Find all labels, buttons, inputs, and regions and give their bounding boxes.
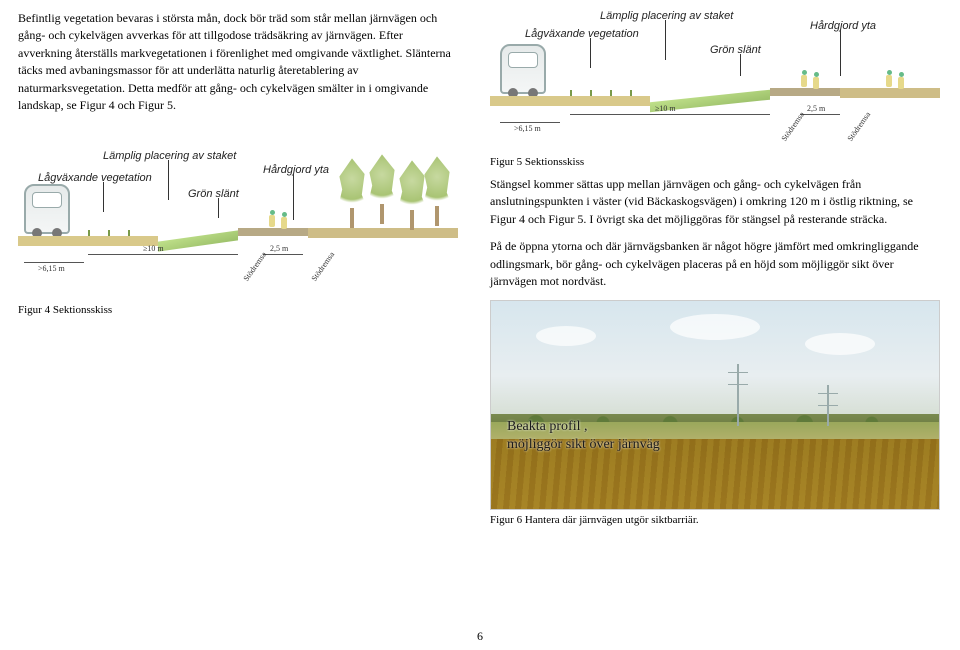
tree-icon	[338, 158, 366, 228]
paragraph-1: Befintlig vegetation bevaras i största m…	[18, 10, 458, 114]
photo-sky	[491, 301, 939, 426]
dim-line	[24, 262, 84, 263]
pointer-line	[740, 54, 741, 76]
label-yta: Hårdgjord yta	[810, 20, 876, 32]
tram-icon	[500, 44, 546, 94]
pointer-line	[218, 198, 219, 218]
ground-rail	[18, 236, 158, 246]
grass-icon	[610, 90, 612, 96]
person-icon	[268, 210, 276, 228]
label-veg: Lågväxande vegetation	[525, 28, 639, 40]
dim-line	[500, 122, 560, 123]
paragraph-3: På de öppna ytorna och där järnvägsbanke…	[490, 238, 940, 290]
dim-10: ≥10 m	[143, 244, 164, 253]
green-slope	[158, 231, 238, 252]
paragraph-2: Stängsel kommer sättas upp mellan järnvä…	[490, 176, 940, 228]
stodremsa-label: Stödremsa	[242, 250, 269, 283]
grass-icon	[630, 90, 632, 96]
person-icon	[812, 72, 820, 90]
dim-line	[570, 114, 770, 115]
right-column: Lämplig placering av staket Lågväxande v…	[490, 10, 940, 534]
label-slant: Grön slänt	[710, 44, 761, 56]
left-column: Befintlig vegetation bevaras i största m…	[18, 10, 458, 324]
figure-6-caption: Figur 6 Hantera där järnvägen utgör sikt…	[490, 514, 940, 526]
pointer-line	[590, 38, 591, 68]
pylon-icon	[827, 385, 829, 427]
figure-5-caption: Figur 5 Sektionsskiss	[490, 156, 940, 168]
dim-line	[263, 254, 303, 255]
pylon-icon	[737, 364, 739, 426]
ground-side	[308, 228, 458, 238]
tree-icon	[368, 154, 396, 224]
pointer-line	[665, 20, 666, 60]
dim-2-5: 2,5 m	[270, 244, 288, 253]
person-icon	[280, 212, 288, 230]
ground-rail	[490, 96, 650, 106]
grass-icon	[570, 90, 572, 96]
tree-icon	[423, 156, 451, 226]
tree-icon	[398, 160, 426, 230]
figure-4-caption: Figur 4 Sektionsskiss	[18, 304, 458, 316]
figure-4-sketch: Lämplig placering av staket Lågväxande v…	[18, 144, 458, 284]
figure-5-sketch: Lämplig placering av staket Lågväxande v…	[490, 10, 940, 140]
photo-annotation-1: Beakta profil ,	[507, 419, 587, 435]
stodremsa-label: Stödremsa	[780, 110, 807, 143]
person-icon	[885, 70, 893, 88]
grass-icon	[108, 230, 110, 236]
dim-10: ≥10 m	[655, 104, 676, 113]
pointer-line	[103, 182, 104, 212]
dim-6-15: >6,15 m	[514, 124, 541, 133]
label-veg: Lågväxande vegetation	[38, 172, 152, 184]
dim-6-15: >6,15 m	[38, 264, 65, 273]
grass-icon	[88, 230, 90, 236]
label-slant: Grön slänt	[188, 188, 239, 200]
person-icon	[800, 70, 808, 88]
hard-surface	[770, 88, 840, 96]
pointer-line	[168, 160, 169, 200]
grass-icon	[128, 230, 130, 236]
label-staket: Lämplig placering av staket	[103, 150, 236, 162]
stodremsa-label: Stödremsa	[310, 250, 337, 283]
grass-icon	[590, 90, 592, 96]
dim-2-5: 2,5 m	[807, 104, 825, 113]
tram-icon	[24, 184, 70, 234]
photo-annotation-2: möjliggör sikt över järnväg	[507, 437, 660, 453]
pointer-line	[840, 30, 841, 76]
page-number: 6	[477, 629, 483, 644]
stodremsa-label: Stödremsa	[846, 110, 873, 143]
person-icon	[897, 72, 905, 90]
label-yta: Hårdgjord yta	[263, 164, 329, 176]
dim-line	[88, 254, 238, 255]
figure-6-photo: Beakta profil , möjliggör sikt över järn…	[490, 300, 940, 510]
pointer-line	[293, 174, 294, 220]
hard-surface	[238, 228, 308, 236]
ground-side	[840, 88, 940, 98]
label-staket: Lämplig placering av staket	[600, 10, 733, 22]
